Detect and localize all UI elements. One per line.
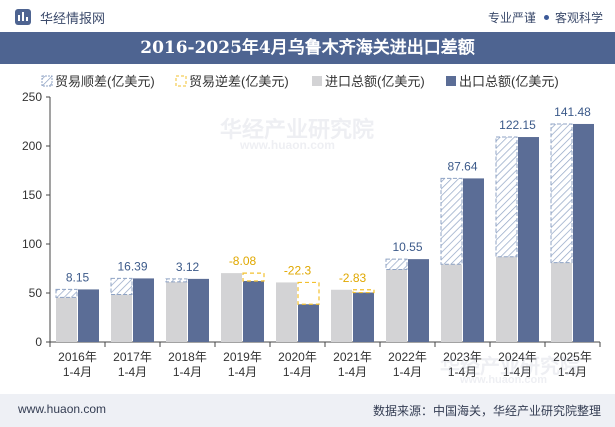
legend-label: 贸易顺差(亿美元) <box>55 74 155 89</box>
legend-swatch-0 <box>41 75 53 87</box>
surplus-bar <box>550 123 573 264</box>
website-url: www.huaon.com <box>18 402 107 416</box>
surplus-bar <box>385 258 408 270</box>
x-tick-label: 1-4月 <box>393 365 422 379</box>
x-tick-label: 2021年 <box>333 350 372 364</box>
axes: 0501001502002502016年1-4月2017年1-4月2018年1-… <box>22 90 601 379</box>
import-bar <box>441 264 462 342</box>
legend-swatch-2 <box>312 76 322 86</box>
surplus-bar <box>440 177 463 265</box>
x-tick-label: 2020年 <box>278 350 317 364</box>
import-bar <box>166 281 187 342</box>
data-label: 122.15 <box>499 118 536 132</box>
import-bar <box>386 269 407 342</box>
x-tick-label: 1-4月 <box>448 365 477 379</box>
export-bar <box>133 278 154 342</box>
badge-objective: 客观科学 <box>554 11 603 25</box>
import-bar <box>111 294 132 342</box>
export-bar <box>573 123 594 342</box>
x-tick-label: 2019年 <box>223 350 262 364</box>
legend-swatch-1 <box>175 75 187 87</box>
data-label: 10.55 <box>392 240 422 254</box>
surplus-bar <box>55 288 78 298</box>
header-badges: 专业严谨 客观科学 <box>488 9 603 26</box>
y-tick-label: 50 <box>29 286 43 300</box>
dot-separator-icon <box>543 15 549 21</box>
title-bar: 2016-2025年4月乌鲁木齐海关进出口差额 <box>0 32 615 64</box>
legend-label: 贸易逆差(亿美元) <box>189 74 289 89</box>
export-bar <box>298 304 319 342</box>
x-tick-label: 2022年 <box>388 350 427 364</box>
x-tick-label: 2023年 <box>443 350 482 364</box>
import-bar <box>56 297 77 342</box>
x-tick-label: 2018年 <box>168 350 207 364</box>
x-tick-label: 1-4月 <box>173 365 202 379</box>
export-bar <box>518 137 539 342</box>
chart-title: 2016-2025年4月乌鲁木齐海关进出口差额 <box>140 38 475 58</box>
x-tick-label: 2016年 <box>58 350 97 364</box>
data-label: 3.12 <box>176 260 200 274</box>
data-labels: 8.15 16.39 3.12 -8.08 -22.3 -2.83 10.55 87.64 12… <box>66 105 591 285</box>
deficit-bar <box>297 281 320 305</box>
export-bar <box>188 278 209 342</box>
surplus-bar <box>165 278 188 283</box>
export-bar <box>353 292 374 342</box>
import-bar <box>551 262 572 342</box>
import-bar <box>276 282 297 342</box>
data-label: 87.64 <box>447 159 477 173</box>
export-bar <box>408 259 429 342</box>
legend-swatch-3 <box>446 76 456 86</box>
brand-name: 华经情报网 <box>40 11 106 26</box>
surplus-bar <box>110 277 133 295</box>
y-tick-label: 100 <box>22 237 42 251</box>
deficit-bar <box>242 272 265 282</box>
surplus-bar <box>495 136 518 258</box>
export-bar <box>78 289 99 342</box>
legend: 贸易顺差(亿美元) 贸易逆差(亿美元) 进口总额(亿美元) 出口总额(亿美元) <box>41 74 559 89</box>
x-tick-label: 1-4月 <box>338 365 367 379</box>
data-source: 数据来源：中国海关，华经产业研究院整理 <box>372 404 601 418</box>
x-tick-label: 1-4月 <box>118 365 147 379</box>
y-tick-label: 150 <box>22 188 42 202</box>
logo-icon <box>15 9 31 25</box>
legend-label: 出口总额(亿美元) <box>459 74 559 89</box>
badge-professional: 专业严谨 <box>487 11 536 25</box>
import-bar <box>331 289 352 342</box>
export-bar <box>463 178 484 342</box>
y-tick-label: 200 <box>22 139 42 153</box>
y-tick-label: 250 <box>22 90 42 104</box>
footer: www.huaon.com 数据来源：中国海关，华经产业研究院整理 <box>0 394 615 427</box>
x-tick-label: 1-4月 <box>558 365 587 379</box>
chart-area: 贸易顺差(亿美元) 贸易逆差(亿美元) 进口总额(亿美元) 出口总额(亿美元) 0 50… <box>22 74 601 379</box>
x-tick-label: 2017年 <box>113 350 152 364</box>
legend-label: 进口总额(亿美元) <box>325 74 425 89</box>
top-bar: 华经情报网 专业严谨 客观科学 <box>0 0 615 32</box>
x-tick-label: 1-4月 <box>228 365 257 379</box>
y-tick-label: 0 <box>35 335 42 349</box>
x-tick-label: 2025年 <box>553 350 592 364</box>
deficit-bar <box>352 289 375 294</box>
data-label: 141.48 <box>554 105 591 119</box>
x-tick-label: 1-4月 <box>283 365 312 379</box>
data-label: -22.3 <box>284 263 312 277</box>
data-label: 16.39 <box>117 259 147 273</box>
bars <box>55 123 594 342</box>
data-label: -2.83 <box>339 271 367 285</box>
x-tick-label: 1-4月 <box>63 365 92 379</box>
x-tick-label: 1-4月 <box>503 365 532 379</box>
export-bar <box>243 281 264 342</box>
data-label: -8.08 <box>229 254 257 268</box>
data-label: 8.15 <box>66 270 90 284</box>
x-tick-label: 2024年 <box>498 350 537 364</box>
import-bar <box>221 273 242 342</box>
import-bar <box>496 256 517 342</box>
